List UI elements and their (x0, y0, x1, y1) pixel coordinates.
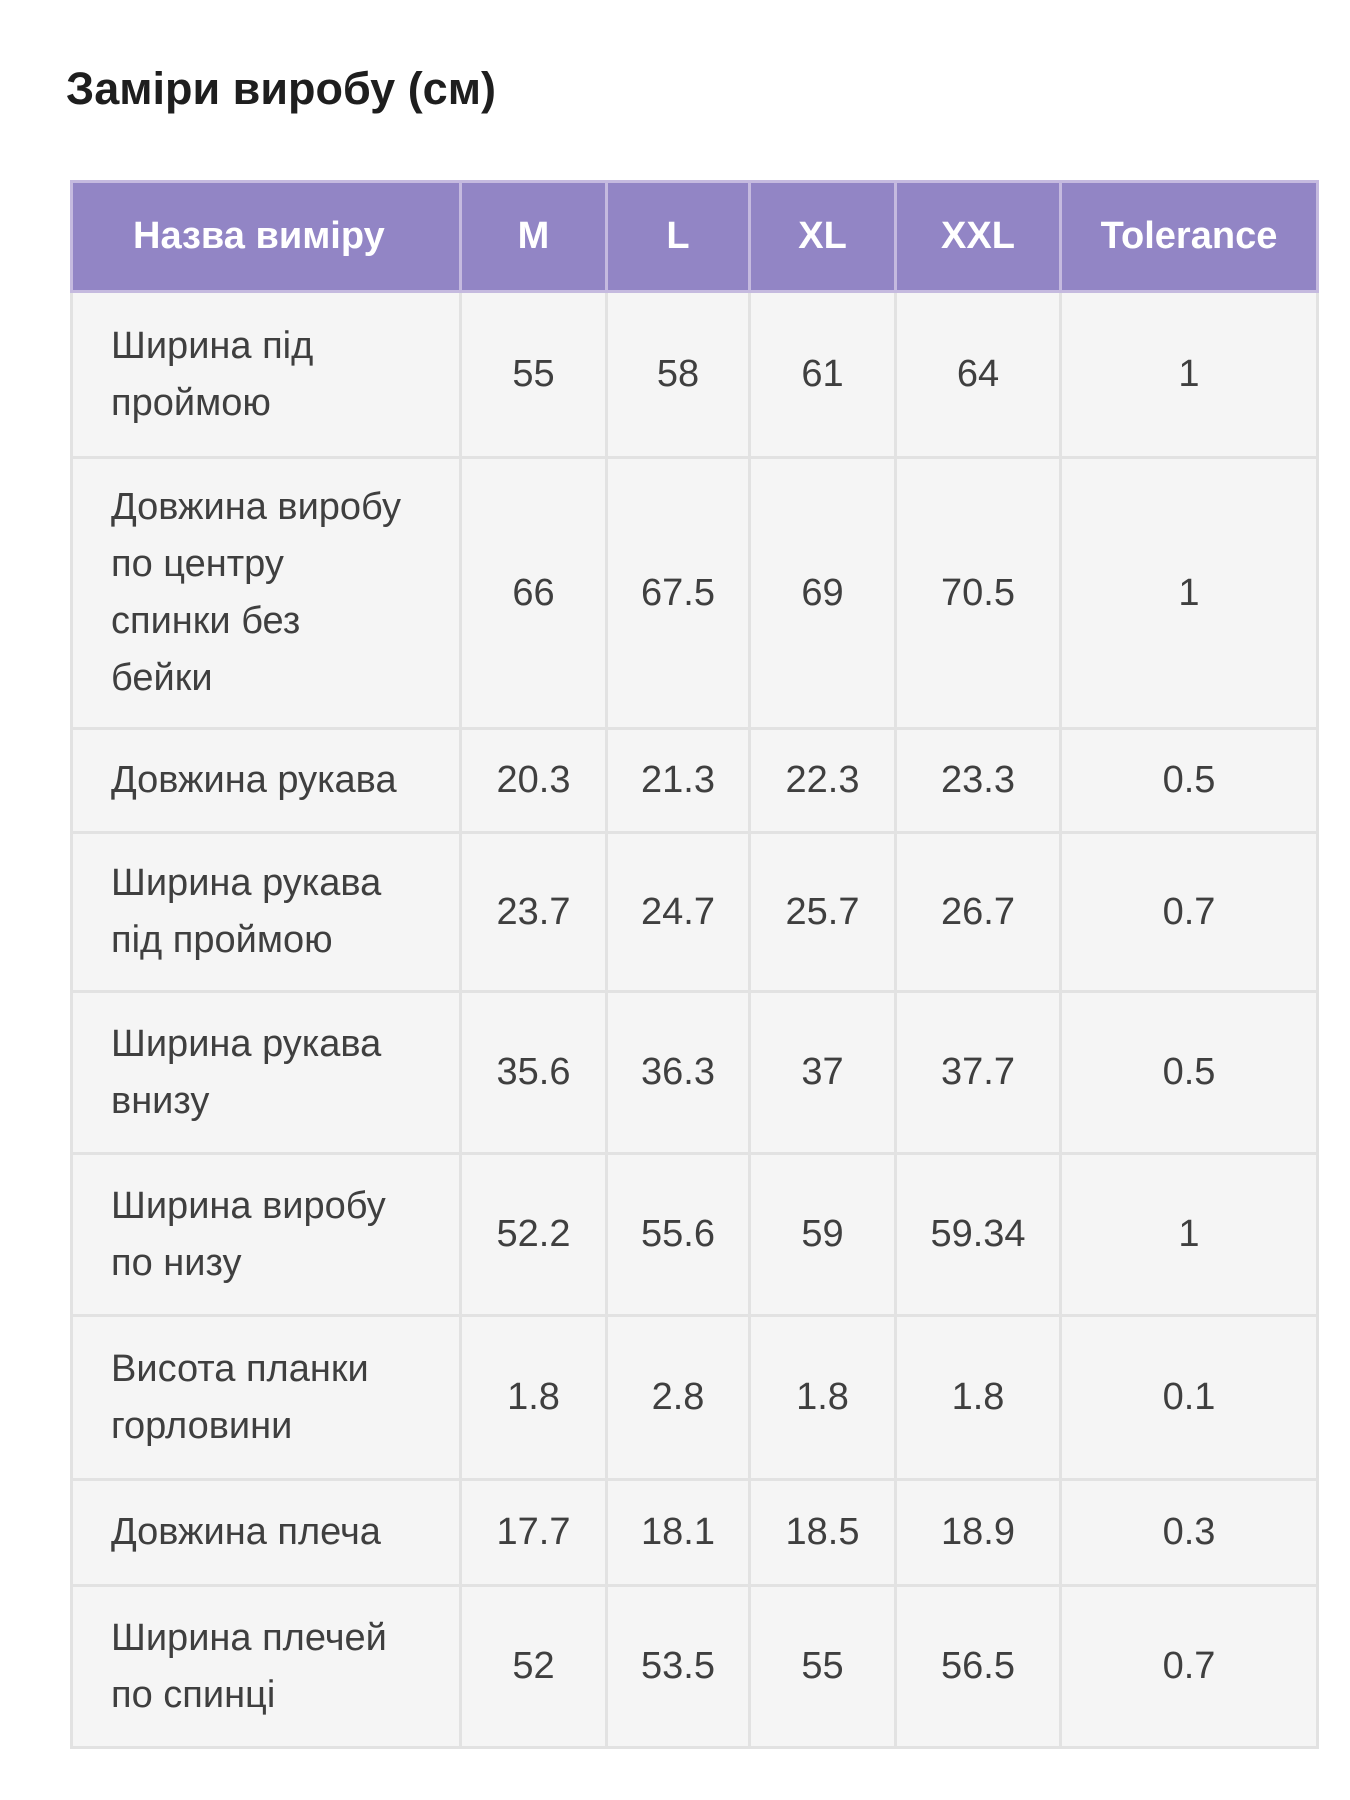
measurement-name-cell: Ширина рукава під проймою (70, 831, 462, 993)
size-measurements-table: Назва виміру M L XL XXL Tolerance Ширина… (70, 180, 1319, 1749)
measurement-value-cell: 59 (748, 1152, 897, 1317)
measurement-value-cell: 64 (894, 290, 1062, 459)
measurement-value-cell: 2.8 (605, 1314, 751, 1481)
measurement-value-cell: 55 (459, 290, 608, 459)
measurement-value-cell: 22.3 (748, 727, 897, 834)
measurement-value-cell: 59.34 (894, 1152, 1062, 1317)
measurement-value-cell: 37 (748, 990, 897, 1155)
measurement-value-cell: 67.5 (605, 456, 751, 730)
measurement-value-cell: 53.5 (605, 1584, 751, 1749)
measurement-value-cell: 18.5 (748, 1478, 897, 1587)
table-header-row: Назва виміру M L XL XXL Tolerance (70, 180, 1319, 293)
column-header-tolerance: Tolerance (1059, 180, 1319, 293)
measurement-value-cell: 18.9 (894, 1478, 1062, 1587)
measurement-name-cell: Висота планки горловини (70, 1314, 462, 1481)
table-row: Ширина плечей по спинці 52 53.5 55 56.5 … (70, 1584, 1319, 1749)
table-row: Ширина рукава внизу 35.6 36.3 37 37.7 0.… (70, 990, 1319, 1155)
measurement-tolerance-cell: 0.5 (1059, 727, 1319, 834)
measurement-value-cell: 1.8 (894, 1314, 1062, 1481)
measurement-tolerance-cell: 0.5 (1059, 990, 1319, 1155)
table-row: Ширина під проймою 55 58 61 64 1 (70, 290, 1319, 459)
measurement-tolerance-cell: 1 (1059, 290, 1319, 459)
measurement-value-cell: 26.7 (894, 831, 1062, 993)
measurement-value-cell: 24.7 (605, 831, 751, 993)
measurement-name-cell: Ширина під проймою (70, 290, 462, 459)
measurement-value-cell: 36.3 (605, 990, 751, 1155)
measurement-name-cell: Ширина плечей по спинці (70, 1584, 462, 1749)
measurement-value-cell: 52.2 (459, 1152, 608, 1317)
measurement-value-cell: 23.7 (459, 831, 608, 993)
measurement-value-cell: 25.7 (748, 831, 897, 993)
column-header-size-l: L (605, 180, 751, 293)
measurement-value-cell: 55.6 (605, 1152, 751, 1317)
table-row: Ширина виробу по низу 52.2 55.6 59 59.34… (70, 1152, 1319, 1317)
table-row: Висота планки горловини 1.8 2.8 1.8 1.8 … (70, 1314, 1319, 1481)
measurement-tolerance-cell: 0.7 (1059, 831, 1319, 993)
product-measurements-section: Заміри виробу (см) Назва виміру M L XL X… (66, 63, 1319, 1749)
measurement-value-cell: 1.8 (459, 1314, 608, 1481)
measurement-value-cell: 20.3 (459, 727, 608, 834)
measurement-value-cell: 23.3 (894, 727, 1062, 834)
measurement-value-cell: 56.5 (894, 1584, 1062, 1749)
column-header-size-xl: XL (748, 180, 897, 293)
measurement-name-cell: Довжина виробу по центру спинки без бейк… (70, 456, 462, 730)
measurement-name-cell: Ширина виробу по низу (70, 1152, 462, 1317)
measurement-value-cell: 1.8 (748, 1314, 897, 1481)
measurement-value-cell: 61 (748, 290, 897, 459)
measurement-value-cell: 55 (748, 1584, 897, 1749)
measurement-tolerance-cell: 0.7 (1059, 1584, 1319, 1749)
column-header-size-xxl: XXL (894, 180, 1062, 293)
measurement-value-cell: 66 (459, 456, 608, 730)
column-header-measure-name: Назва виміру (70, 180, 462, 293)
measurement-value-cell: 58 (605, 290, 751, 459)
measurement-name-cell: Ширина рукава внизу (70, 990, 462, 1155)
measurement-value-cell: 18.1 (605, 1478, 751, 1587)
measurement-tolerance-cell: 1 (1059, 1152, 1319, 1317)
measurement-tolerance-cell: 1 (1059, 456, 1319, 730)
page-title: Заміри виробу (см) (66, 63, 496, 114)
measurement-value-cell: 70.5 (894, 456, 1062, 730)
table-row: Довжина плеча 17.7 18.1 18.5 18.9 0.3 (70, 1478, 1319, 1587)
measurement-tolerance-cell: 0.1 (1059, 1314, 1319, 1481)
measurement-value-cell: 21.3 (605, 727, 751, 834)
column-header-size-m: M (459, 180, 608, 293)
measurement-value-cell: 69 (748, 456, 897, 730)
measurement-tolerance-cell: 0.3 (1059, 1478, 1319, 1587)
table-row: Довжина виробу по центру спинки без бейк… (70, 456, 1319, 730)
table-row: Ширина рукава під проймою 23.7 24.7 25.7… (70, 831, 1319, 993)
measurement-value-cell: 35.6 (459, 990, 608, 1155)
measurement-name-cell: Довжина плеча (70, 1478, 462, 1587)
measurement-name-cell: Довжина рукава (70, 727, 462, 834)
table-row: Довжина рукава 20.3 21.3 22.3 23.3 0.5 (70, 727, 1319, 834)
measurement-value-cell: 37.7 (894, 990, 1062, 1155)
measurement-value-cell: 52 (459, 1584, 608, 1749)
measurement-value-cell: 17.7 (459, 1478, 608, 1587)
